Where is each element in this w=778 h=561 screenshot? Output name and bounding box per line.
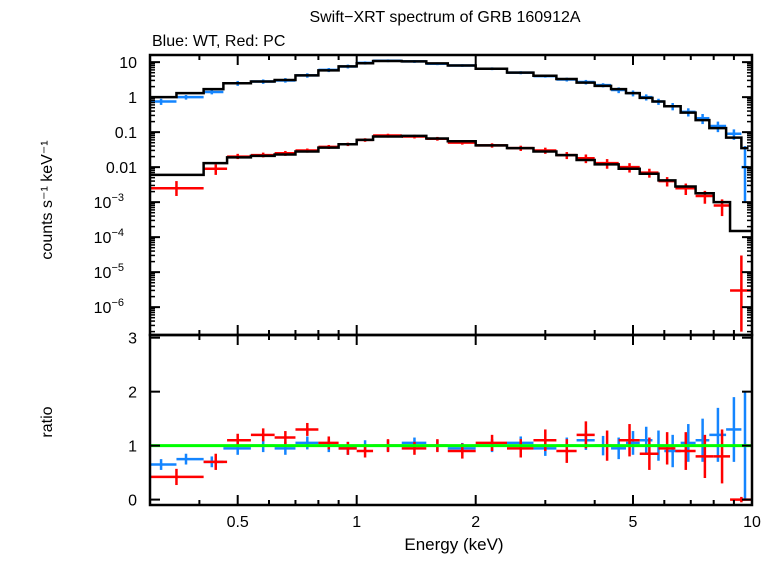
x-tick-label: 0.5	[227, 514, 249, 531]
y-tick-label: 10−3	[94, 192, 124, 212]
ratio-y-tick-label: 2	[128, 385, 137, 402]
y-tick-label: 0.01	[106, 160, 137, 177]
y-tick-label: 10	[119, 55, 137, 72]
x-tick-label: 1	[352, 514, 361, 531]
x-tick-label: 2	[471, 514, 480, 531]
ratio-panel-frame	[148, 333, 754, 507]
ratio-y-tick-label: 1	[128, 439, 137, 456]
y-axis-label-ratio: ratio	[39, 406, 56, 437]
y-tick-label: 10−4	[94, 227, 124, 247]
model-line-pc	[150, 134, 752, 233]
y-axis-label-spectrum: counts s⁻¹ keV⁻¹	[39, 140, 56, 259]
chart-title: Swift−XRT spectrum of GRB 160912A	[309, 9, 580, 26]
x-axis-label: Energy (keV)	[404, 535, 503, 554]
y-tick-label: 10−5	[94, 262, 124, 282]
x-tick-label: 10	[743, 514, 761, 531]
y-tick-label: 0.1	[115, 125, 137, 142]
y-tick-label: 10−6	[94, 297, 124, 317]
ratio-y-tick-label: 0	[128, 493, 137, 510]
chart-subtitle: Blue: WT, Red: PC	[152, 33, 285, 50]
model-line-wt	[150, 59, 749, 150]
ratio-y-tick-label: 3	[128, 331, 137, 348]
x-tick-label: 5	[629, 514, 638, 531]
y-tick-label: 1	[128, 90, 137, 107]
spectrum-panel-frame	[148, 53, 754, 337]
